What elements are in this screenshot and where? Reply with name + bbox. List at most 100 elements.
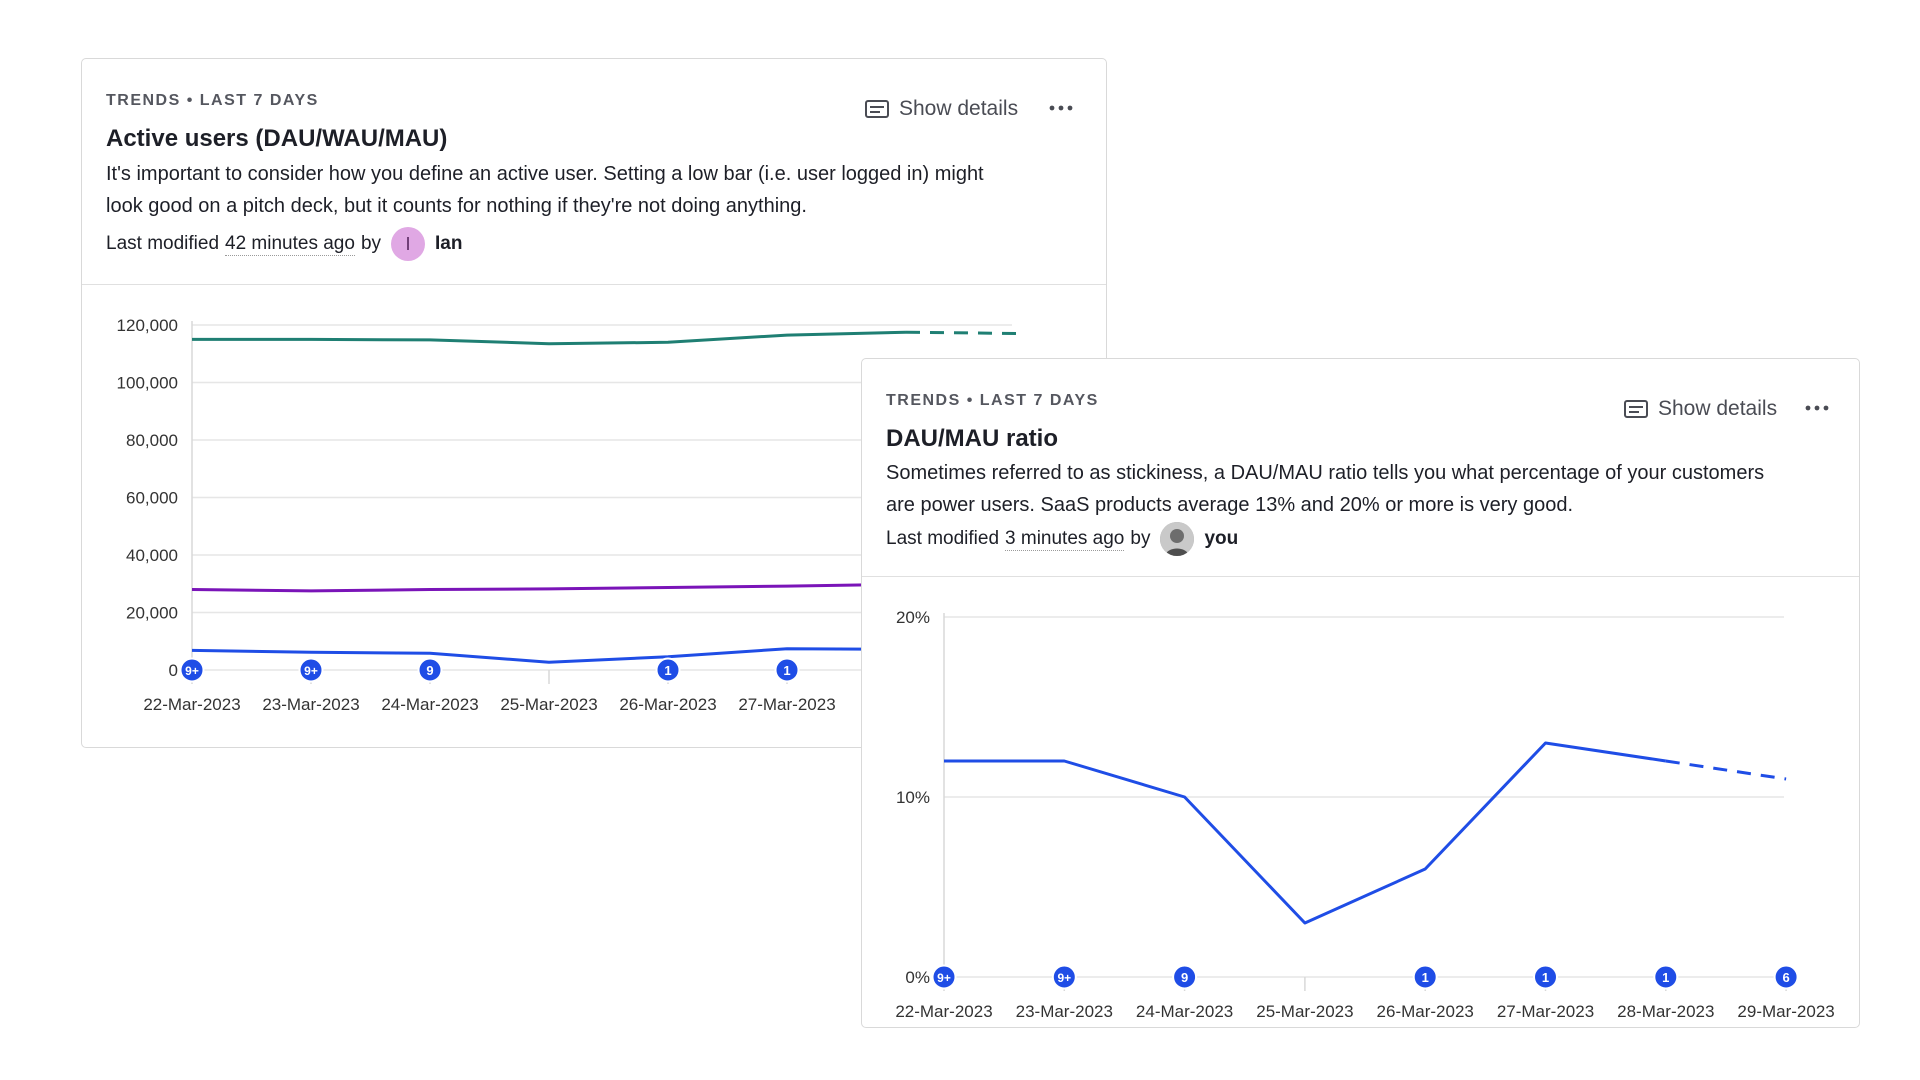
y-tick-label: 40,000 — [126, 546, 178, 565]
annotation-badge: 1 — [655, 657, 681, 683]
author-name: you — [1204, 528, 1239, 549]
annotation-badge-circle — [1051, 964, 1077, 990]
y-tick-label: 20% — [896, 608, 930, 627]
x-tick-label: 23-Mar-2023 — [262, 695, 359, 714]
last-modified-prefix: Last modified — [886, 528, 1000, 549]
series-line — [192, 330, 907, 346]
annotation-badge-circle — [1533, 964, 1558, 990]
card-eyebrow: TRENDS • LAST 7 DAYS — [106, 92, 319, 109]
series-line-projected — [905, 330, 1026, 336]
avatar: I — [391, 227, 426, 261]
show-details-button[interactable]: Show details — [1624, 397, 1777, 421]
annotation-badge: 6 — [1773, 964, 1799, 990]
card-description-line: It's important to consider how you defin… — [106, 163, 984, 185]
card-header: TRENDS • LAST 7 DAYS Active users (DAU/W… — [82, 59, 1106, 285]
y-tick-label: 60,000 — [126, 489, 178, 508]
annotation-badge-label: 9+ — [937, 971, 951, 985]
y-tick-label: 120,000 — [117, 316, 178, 335]
card-description-line: are power users. SaaS products average 1… — [886, 494, 1574, 516]
x-tick-label: 24-Mar-2023 — [381, 695, 478, 714]
author-name: Ian — [435, 233, 463, 254]
last-modified: Last modified 3 minutes ago by you — [886, 519, 1238, 559]
more-options-icon[interactable] — [1804, 401, 1830, 415]
y-tick-label: 80,000 — [126, 431, 178, 450]
annotation-badge: 9+ — [298, 657, 324, 683]
x-tick-label: 25-Mar-2023 — [1256, 1002, 1353, 1021]
x-tick-label: 26-Mar-2023 — [1377, 1002, 1474, 1021]
more-options-icon[interactable] — [1048, 101, 1074, 115]
y-tick-label: 10% — [896, 788, 930, 807]
show-details-button[interactable]: Show details — [865, 97, 1018, 121]
annotation-badge-label: 1 — [664, 663, 671, 678]
card-title[interactable]: Active users (DAU/WAU/MAU) — [106, 125, 448, 152]
x-tick-label: 23-Mar-2023 — [1016, 1002, 1113, 1021]
details-icon — [1624, 400, 1648, 418]
x-tick-label: 24-Mar-2023 — [1136, 1002, 1233, 1021]
x-tick-label: 27-Mar-2023 — [1497, 1002, 1594, 1021]
annotation-badge-label: 1 — [1422, 970, 1429, 985]
x-tick-label: 26-Mar-2023 — [619, 695, 716, 714]
annotation-badge: 1 — [1653, 964, 1679, 990]
card-title[interactable]: DAU/MAU ratio — [886, 425, 1058, 452]
last-modified-by: by — [360, 233, 382, 254]
annotation-badge: 1 — [1533, 964, 1558, 990]
avatar-initial: I — [405, 233, 411, 254]
y-tick-label: 0 — [169, 661, 178, 680]
last-modified-by: by — [1130, 528, 1151, 549]
trend-card-dau-mau: TRENDS • LAST 7 DAYS DAU/MAU ratio Show … — [861, 358, 1860, 1028]
annotation-badge-circle — [1773, 964, 1799, 990]
annotation-badge-label: 9+ — [1057, 971, 1071, 985]
annotation-badge: 9 — [417, 657, 443, 683]
x-tick-label: 29-Mar-2023 — [1737, 1002, 1834, 1021]
card-header: TRENDS • LAST 7 DAYS DAU/MAU ratio Show … — [862, 359, 1859, 577]
card-description: It's important to consider how you defin… — [106, 158, 1096, 222]
annotation-badge: 1 — [774, 657, 800, 683]
show-details-label: Show details — [899, 97, 1019, 120]
annotation-badge-label: 9+ — [185, 664, 199, 678]
annotation-badge-label: 9+ — [304, 664, 318, 678]
y-tick-label: 0% — [905, 968, 930, 987]
annotation-badge-circle — [1172, 964, 1198, 990]
last-modified-time[interactable]: 42 minutes ago — [225, 232, 355, 256]
card-description-line: Sometimes referred to as stickiness, a D… — [886, 462, 1765, 484]
series-line — [944, 741, 1667, 925]
annotation-badge: 1 — [1412, 964, 1438, 990]
last-modified-prefix: Last modified — [106, 233, 220, 254]
annotation-badge-circle — [1653, 964, 1679, 990]
annotation-badge-label: 6 — [1782, 970, 1789, 985]
annotation-badge-label: 1 — [783, 663, 790, 678]
annotation-badge-circle — [774, 657, 800, 683]
annotation-badge-label: 9 — [1181, 970, 1188, 985]
annotation-badge-circle — [931, 964, 957, 990]
avatar — [1160, 522, 1195, 556]
y-tick-label: 20,000 — [126, 604, 178, 623]
x-tick-label: 22-Mar-2023 — [143, 695, 240, 714]
annotation-badge-label: 9 — [426, 663, 433, 678]
show-details-label: Show details — [1658, 397, 1778, 420]
x-tick-label: 22-Mar-2023 — [895, 1002, 992, 1021]
user-photo-icon — [1160, 522, 1195, 556]
card-description-line: look good on a pitch deck, but it counts… — [106, 195, 807, 217]
series-line-projected — [1665, 759, 1787, 781]
annotation-badge-circle — [417, 657, 443, 683]
details-icon — [865, 100, 889, 118]
x-tick-label: 25-Mar-2023 — [500, 695, 597, 714]
annotation-badge-circle — [179, 657, 205, 683]
annotation-badge-label: 1 — [1542, 970, 1549, 985]
dau-mau-ratio-chart: 0% 10% 20% 22-Mar-2023 23-Mar-2023 24-Mar-202… — [895, 608, 1834, 1021]
card-eyebrow: TRENDS • LAST 7 DAYS — [886, 392, 1099, 409]
annotation-badge: 9+ — [179, 657, 205, 683]
annotation-badge-circle — [298, 657, 324, 683]
x-tick-label: 27-Mar-2023 — [738, 695, 835, 714]
y-tick-label: 100,000 — [117, 374, 178, 393]
annotation-badge: 9+ — [931, 964, 957, 990]
annotation-badge-circle — [655, 657, 681, 683]
x-tick-label: 28-Mar-2023 — [1617, 1002, 1714, 1021]
annotation-badge-label: 1 — [1662, 970, 1669, 985]
annotation-badge: 9+ — [1051, 964, 1077, 990]
annotation-badge-circle — [1412, 964, 1438, 990]
last-modified-time[interactable]: 3 minutes ago — [1005, 527, 1125, 551]
card-description: Sometimes referred to as stickiness, a D… — [886, 457, 1846, 521]
annotation-badge: 9 — [1172, 964, 1198, 990]
last-modified: Last modified 42 minutes ago by I Ian — [106, 224, 462, 264]
